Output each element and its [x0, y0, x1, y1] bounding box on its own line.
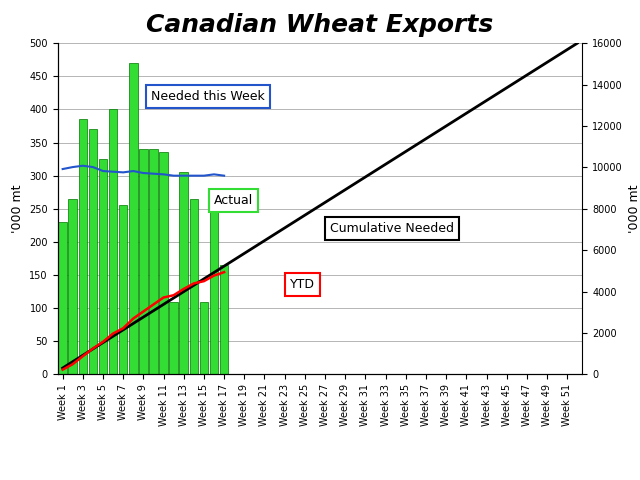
- Bar: [68, 199, 77, 374]
- Bar: [109, 109, 117, 374]
- Text: YTD: YTD: [290, 278, 315, 291]
- Bar: [220, 265, 228, 374]
- Y-axis label: '000 mt: '000 mt: [11, 184, 24, 233]
- Bar: [119, 205, 127, 374]
- Bar: [129, 63, 138, 374]
- Bar: [139, 149, 148, 374]
- Text: Actual: Actual: [214, 193, 253, 206]
- Bar: [179, 172, 188, 374]
- Bar: [159, 153, 168, 374]
- Bar: [58, 222, 67, 374]
- Bar: [200, 301, 208, 374]
- Text: Cumulative Needed: Cumulative Needed: [330, 222, 454, 235]
- Bar: [79, 120, 87, 374]
- Bar: [149, 149, 158, 374]
- Bar: [99, 159, 108, 374]
- Title: Canadian Wheat Exports: Canadian Wheat Exports: [147, 13, 493, 37]
- Bar: [170, 301, 178, 374]
- Bar: [189, 199, 198, 374]
- Bar: [210, 195, 218, 374]
- Y-axis label: '000 mt: '000 mt: [628, 184, 640, 233]
- Text: Needed this Week: Needed this Week: [152, 89, 265, 103]
- Bar: [88, 129, 97, 374]
